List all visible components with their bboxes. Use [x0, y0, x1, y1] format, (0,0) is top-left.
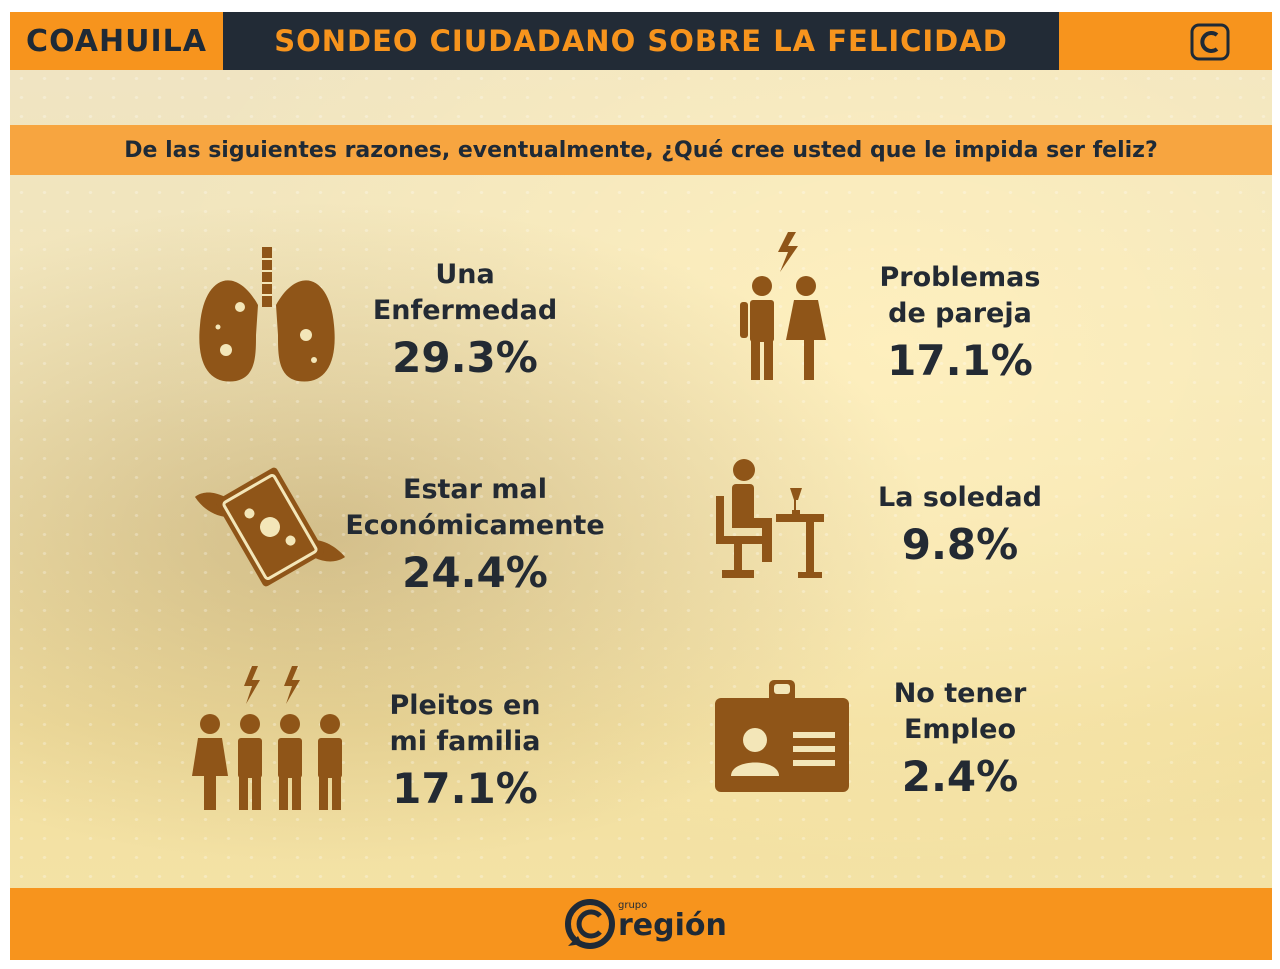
label-soledad: La soledad 9.8% — [840, 480, 1080, 570]
value-economicamente: 24.4% — [402, 548, 548, 597]
family-conflict-icon — [188, 664, 358, 818]
value-pareja: 17.1% — [887, 336, 1033, 385]
header-title: SONDEO CIUDADANO SOBRE LA FELICIDAD — [223, 12, 1059, 70]
value-soledad: 9.8% — [901, 520, 1019, 569]
header-logo-box — [1059, 12, 1272, 70]
footer: grupo región — [10, 888, 1272, 960]
value-enfermedad: 29.3% — [392, 333, 538, 382]
brand-small: grupo — [618, 900, 648, 911]
value-familia: 17.1% — [392, 764, 538, 813]
label-pareja: Problemas de pareja 17.1% — [840, 260, 1080, 386]
c-logo-icon — [1190, 23, 1230, 61]
flying-money-icon — [195, 457, 345, 601]
person-alone-at-table-icon — [714, 458, 826, 584]
id-badge-icon — [715, 680, 849, 796]
label-enfermedad: Una Enfermedad 29.3% — [340, 257, 590, 383]
question-bar: De las siguientes razones, eventualmente… — [10, 125, 1272, 175]
brand-name: región — [618, 908, 727, 943]
lungs-icon — [196, 245, 338, 391]
label-economicamente: Estar mal Económicamente 24.4% — [340, 472, 610, 598]
region-logo-icon — [565, 899, 615, 949]
slide: COAHUILA SONDEO CIUDADANO SOBRE LA FELIC… — [10, 12, 1272, 960]
label-familia: Pleitos en mi familia 17.1% — [350, 688, 580, 814]
header-region: COAHUILA — [10, 12, 223, 70]
label-empleo: No tener Empleo 2.4% — [840, 676, 1080, 802]
value-empleo: 2.4% — [901, 752, 1019, 801]
couple-conflict-icon — [734, 230, 834, 386]
